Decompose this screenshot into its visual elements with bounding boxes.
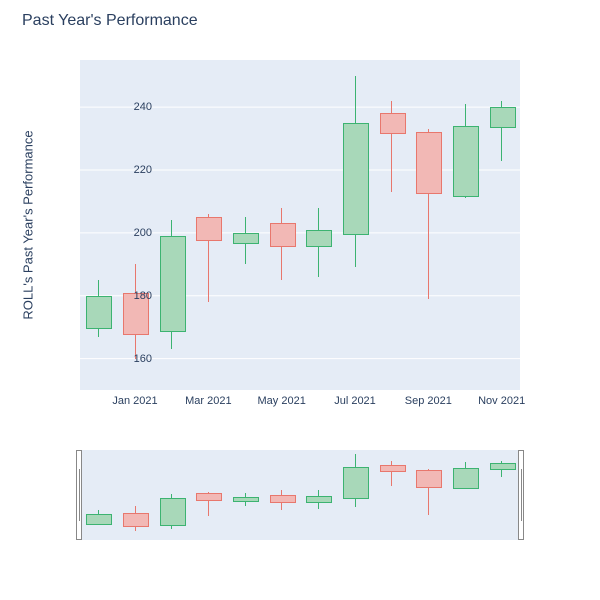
mini-candle-body [270, 495, 296, 503]
mini-candle-body [86, 514, 112, 525]
candle-body [196, 217, 222, 241]
candle-body [86, 296, 112, 329]
y-tick-label: 180 [134, 290, 152, 302]
candle-body [270, 223, 296, 247]
mini-candle-body [196, 493, 222, 501]
mini-candle-body [380, 465, 406, 472]
y-tick-label: 200 [134, 227, 152, 239]
mini-candle-body [160, 498, 186, 526]
candle-body [343, 123, 369, 235]
mini-candle-body [490, 463, 516, 470]
mini-candle-body [123, 513, 149, 526]
y-tick-label: 240 [134, 101, 152, 113]
y-tick-label: 220 [134, 164, 152, 176]
mini-candle-body [233, 497, 259, 502]
candle-body [490, 107, 516, 128]
candle-body [416, 132, 442, 194]
x-tick-label: Mar 2021 [185, 395, 231, 407]
chart-title: Past Year's Performance [22, 12, 198, 30]
candle-body [306, 230, 332, 248]
mini-candle-body [343, 467, 369, 499]
mini-candle-body [416, 470, 442, 488]
candle-body [453, 126, 479, 197]
x-tick-label: Nov 2021 [478, 395, 525, 407]
x-tick-label: May 2021 [258, 395, 306, 407]
mini-candle-body [306, 496, 332, 502]
range-handle-left[interactable] [76, 450, 82, 540]
x-tick-label: Jul 2021 [334, 395, 376, 407]
range-slider-plot[interactable] [80, 450, 520, 540]
candle-body [233, 233, 259, 244]
range-handle-right[interactable] [518, 450, 524, 540]
x-tick-label: Sep 2021 [405, 395, 452, 407]
candle-body [160, 236, 186, 332]
y-axis-label: ROLL's Past Year's Performance [21, 130, 36, 319]
x-tick-label: Jan 2021 [112, 395, 157, 407]
candle-body [380, 113, 406, 134]
y-tick-label: 160 [134, 353, 152, 365]
mini-candle-body [453, 468, 479, 489]
